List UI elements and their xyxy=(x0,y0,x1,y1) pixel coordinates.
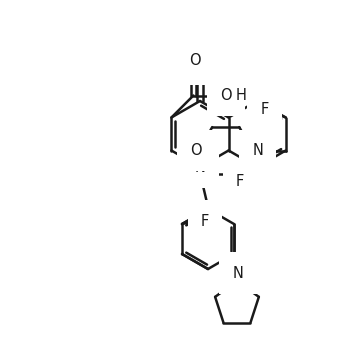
Text: O: O xyxy=(190,53,201,68)
Text: N: N xyxy=(195,159,206,175)
Text: F: F xyxy=(201,214,209,228)
Text: O: O xyxy=(196,57,208,71)
Text: F: F xyxy=(261,102,269,117)
Text: H: H xyxy=(236,88,246,103)
Text: N: N xyxy=(252,143,263,158)
Text: O: O xyxy=(221,88,232,103)
Text: F: F xyxy=(236,175,244,189)
Text: N: N xyxy=(233,265,243,281)
Text: O: O xyxy=(190,143,201,158)
